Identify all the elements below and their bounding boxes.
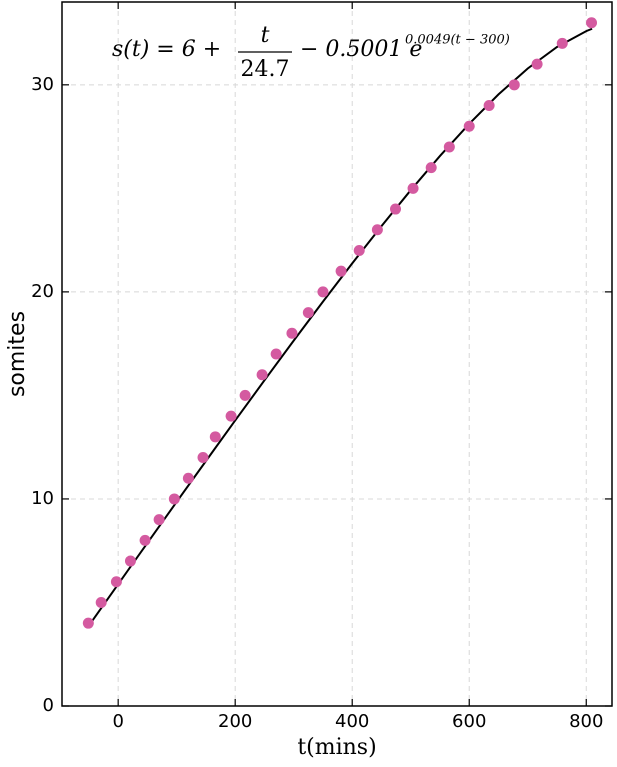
formula-numerator: t (261, 23, 270, 48)
data-point (239, 389, 251, 401)
formula-rest: − 0.5001 e (300, 37, 422, 62)
data-point (425, 162, 437, 174)
formula-exponent: 0.0049(t − 300) (405, 33, 510, 48)
formula-denominator: 24.7 (241, 57, 290, 82)
data-point (110, 576, 122, 588)
data-point (335, 265, 347, 277)
formula-lhs: s(t) = 6 + (112, 37, 221, 62)
data-point (302, 307, 314, 319)
data-point (508, 79, 520, 91)
x-axis-label: t(mins) (297, 735, 376, 760)
y-tick-label: 20 (31, 281, 54, 302)
data-point (209, 431, 221, 443)
grid (62, 2, 612, 707)
data-point (531, 58, 543, 70)
data-point (407, 182, 419, 194)
data-point (463, 120, 475, 132)
x-tick-label: 200 (218, 711, 252, 732)
y-axis-label: somites (5, 311, 30, 397)
plot-frame (61, 1, 613, 707)
data-point (317, 286, 329, 298)
data-point (139, 534, 151, 546)
data-point (286, 327, 298, 339)
data-point (270, 348, 282, 360)
data-point (483, 100, 495, 112)
data-point (95, 596, 107, 608)
data-point (353, 244, 365, 256)
x-tick-label: 400 (335, 711, 369, 732)
data-point (197, 452, 209, 464)
data-point (556, 37, 568, 49)
data-point (182, 472, 194, 484)
fit-curve (88, 27, 593, 627)
data-point (390, 203, 402, 215)
data-point (586, 17, 598, 29)
y-tick-label: 10 (31, 488, 54, 509)
data-point (371, 224, 383, 236)
data-point (153, 514, 165, 526)
data-point (443, 141, 455, 153)
x-tick-label: 0 (112, 711, 123, 732)
data (82, 17, 598, 629)
data-point (256, 369, 268, 381)
y-tick-label: 0 (43, 695, 54, 716)
x-tick-label: 800 (569, 711, 603, 732)
data-point (82, 617, 94, 629)
y-tick-label: 30 (31, 74, 54, 95)
data-point (124, 555, 136, 567)
x-tick-label: 600 (452, 711, 486, 732)
data-point (225, 410, 237, 422)
data-point (168, 493, 180, 505)
